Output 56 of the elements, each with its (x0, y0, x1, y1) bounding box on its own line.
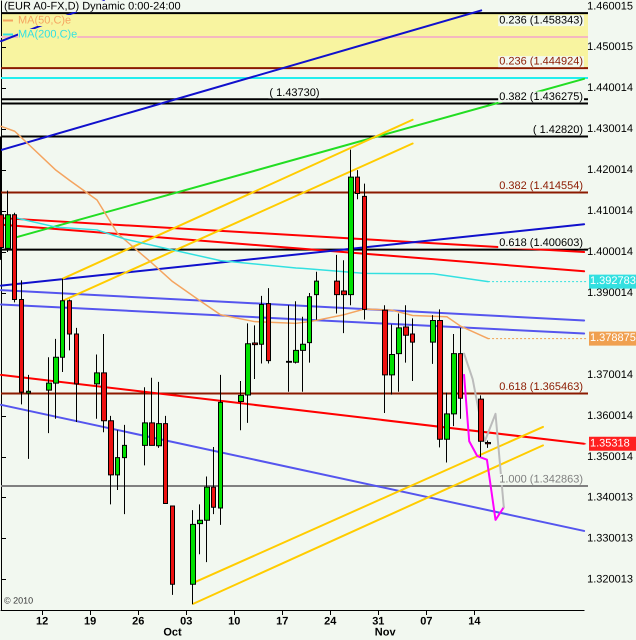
x-tick-label: 24 (324, 616, 338, 628)
x-tick-label: 07 (420, 616, 432, 628)
y-tick-label: 1.400014 (587, 246, 634, 258)
candlestick (67, 299, 72, 351)
text: Nov (374, 626, 396, 638)
line-series (0, 126, 489, 340)
candlestick (122, 424, 127, 515)
ref-line-label: 1.000 (1.342863) (499, 474, 583, 486)
y-tick-label: 1.420014 (587, 164, 634, 176)
y-tick-label: 1.370014 (587, 368, 634, 381)
candlestick (314, 271, 319, 320)
candlestick (485, 440, 491, 448)
x-tick-label: 17 (276, 616, 288, 628)
x-tick-label: 03 (180, 616, 192, 628)
x-tick-label: 19 (84, 616, 96, 628)
ref-line-label: 0.236 (1.458343) (499, 14, 583, 27)
y-tick-label: 1.450015 (587, 41, 634, 54)
y-tick-label: 1.330013 (587, 532, 634, 545)
candlestick (218, 374, 223, 526)
annotation: 1.392783 (590, 275, 636, 288)
y-tick-label: 1.390014 (587, 286, 634, 299)
candlestick (478, 394, 484, 458)
chart-title: (EUR A0-FX,D) Dynamic 0:00-24:00 (4, 0, 181, 12)
candlestick (74, 327, 79, 423)
candlestick (26, 374, 31, 460)
x-tick-label: 14 (468, 616, 482, 628)
candlestick (19, 280, 24, 405)
candlestick (170, 505, 175, 596)
annotation: © 2010 (4, 596, 34, 606)
y-tick-label: 1.340013 (587, 492, 634, 504)
text: Oct (163, 626, 182, 638)
x-tick-label: 10 (228, 616, 240, 628)
ref-line-label: 0.618 (1.365463) (499, 381, 583, 393)
x-tick-label: 26 (132, 616, 144, 628)
y-tick-label: 1.410014 (587, 205, 634, 218)
candlestick (307, 292, 312, 364)
ref-line-label: ( 1.42820) (532, 124, 583, 136)
ref-line-label: 0.236 (1.444924) (499, 56, 583, 68)
annotation: 1.35318 (590, 437, 630, 450)
y-tick-label: 1.360014 (587, 410, 634, 422)
legend-label: MA(200,C)e (18, 28, 78, 40)
annotation: 1.378875 (590, 332, 636, 344)
y-tick-label: 1.430014 (587, 123, 634, 136)
x-tick-label: 12 (36, 616, 48, 628)
candlestick (190, 510, 196, 605)
ref-line-label: 0.382 (1.414554) (499, 180, 583, 192)
ref-line-label: 0.618 (1.400603) (499, 237, 583, 250)
y-tick-label: 1.460015 (587, 0, 634, 12)
legend-label: MA(50,C)e (18, 14, 72, 26)
ref-line-label: 0.382 (1.436275) (499, 90, 583, 103)
y-tick-label: 1.440014 (587, 82, 634, 94)
y-tick-label: 1.320013 (587, 574, 634, 586)
x-tick-label: 31 (372, 616, 384, 628)
y-tick-label: 1.350014 (587, 450, 634, 463)
candlestick (266, 288, 271, 364)
ref-line-label: ( 1.43730) (269, 86, 320, 99)
